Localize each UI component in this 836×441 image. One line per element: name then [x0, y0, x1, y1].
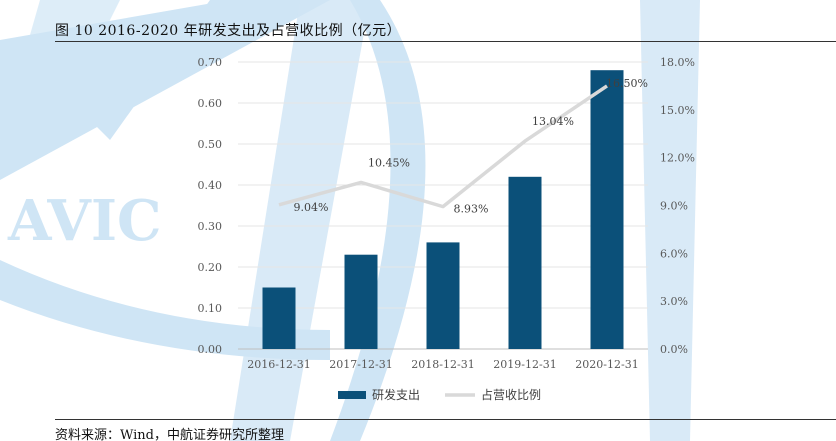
data-label: 10.45% [368, 156, 410, 169]
right-tick-label: 0.0% [660, 343, 688, 356]
source-note: 资料来源：Wind，中航证券研究所整理 [55, 428, 284, 441]
bar-2019-12-31 [508, 176, 542, 349]
bar-2017-12-31 [344, 254, 378, 349]
figure-title: 图 10 2016-2020 年研发支出及占营收比例（亿元） [55, 23, 402, 39]
x-tick-label: 2017-12-31 [329, 358, 392, 371]
watermark-text: AVIC [7, 188, 162, 254]
footer-rule [55, 419, 836, 420]
right-tick-label: 9.0% [660, 200, 688, 213]
data-label: 9.04% [294, 201, 329, 214]
x-tick-label: 2018-12-31 [411, 358, 474, 371]
title-rule [55, 41, 836, 42]
data-label: 16.50% [606, 77, 648, 90]
ratio-line [278, 84, 608, 209]
data-label: 13.04% [532, 115, 574, 128]
bar-2016-12-31 [262, 287, 296, 349]
left-tick-label: 0.50 [198, 138, 223, 151]
left-tick-label: 0.60 [198, 97, 223, 110]
left-tick-label: 0.40 [198, 179, 223, 192]
bar-2020-12-31 [590, 70, 624, 349]
left-tick-label: 0.10 [198, 302, 223, 315]
right-tick-label: 18.0% [660, 56, 695, 69]
right-tick-label: 12.0% [660, 152, 695, 165]
right-tick-label: 6.0% [660, 247, 688, 260]
legend-bar-swatch [338, 391, 366, 399]
left-tick-label: 0.30 [198, 220, 223, 233]
x-tick-label: 2020-12-31 [575, 358, 638, 371]
data-label: 8.93% [454, 203, 489, 216]
right-tick-label: 15.0% [660, 104, 695, 117]
left-tick-label: 0.00 [198, 343, 223, 356]
legend-line-label: 占营收比例 [481, 387, 541, 402]
left-tick-label: 0.20 [198, 261, 223, 274]
x-tick-label: 2016-12-31 [247, 358, 310, 371]
x-tick-label: 2019-12-31 [493, 358, 556, 371]
left-tick-label: 0.70 [198, 56, 223, 69]
right-tick-label: 3.0% [660, 295, 688, 308]
bar-2018-12-31 [426, 242, 460, 349]
legend-bar-label: 研发支出 [372, 387, 420, 402]
